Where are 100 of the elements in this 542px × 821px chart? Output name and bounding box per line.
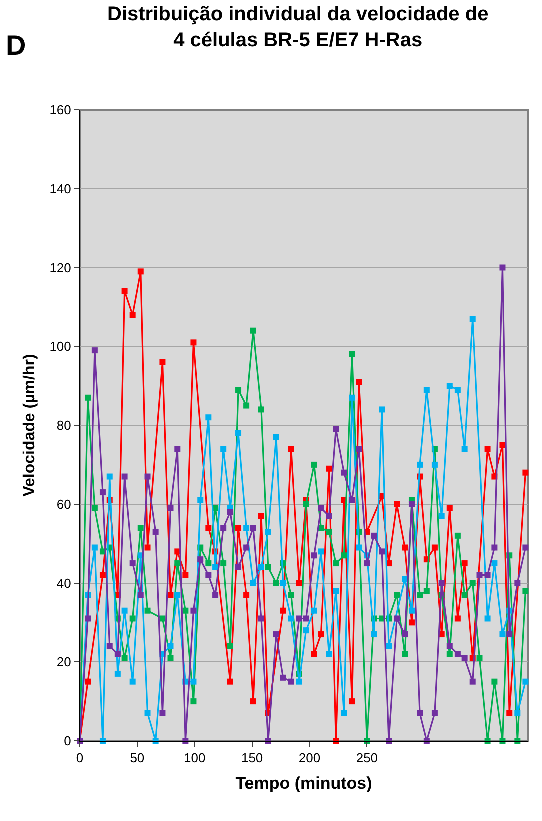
point <box>244 402 250 409</box>
point <box>244 525 250 532</box>
x-tick-label: 200 <box>298 750 321 766</box>
point <box>130 616 136 622</box>
point <box>379 548 386 555</box>
point <box>333 588 340 594</box>
point <box>280 608 286 614</box>
point <box>514 710 521 716</box>
point <box>462 592 468 598</box>
point <box>130 678 136 685</box>
point <box>168 505 174 512</box>
point <box>160 359 166 366</box>
point <box>303 501 310 508</box>
point <box>408 608 415 614</box>
point <box>220 525 227 532</box>
point <box>122 655 128 662</box>
point <box>446 505 453 512</box>
point <box>454 616 461 622</box>
point <box>371 632 378 638</box>
point <box>144 710 151 716</box>
y-tick-label: 0 <box>64 734 72 749</box>
point <box>190 340 197 346</box>
point <box>258 564 264 570</box>
point <box>424 387 430 394</box>
point <box>303 628 310 634</box>
x-tick-label: 250 <box>356 750 378 766</box>
point <box>364 560 370 567</box>
point <box>190 698 197 705</box>
point <box>273 632 280 638</box>
point <box>470 580 476 586</box>
y-tick-label: 140 <box>50 181 72 196</box>
point <box>417 710 424 716</box>
y-tick-label: 160 <box>50 102 72 118</box>
point <box>206 560 212 567</box>
point <box>144 474 151 480</box>
point <box>326 528 332 535</box>
point <box>408 620 415 626</box>
point <box>130 312 136 318</box>
point <box>130 560 136 567</box>
point <box>356 544 362 551</box>
point <box>212 592 219 598</box>
point <box>182 572 189 578</box>
point <box>349 698 356 705</box>
point <box>341 470 348 476</box>
y-axis-title: Velocidade (µm/hr) <box>22 354 39 497</box>
point <box>522 544 529 551</box>
point <box>265 528 272 535</box>
point <box>333 560 340 567</box>
point <box>470 316 476 322</box>
y-tick-label: 100 <box>50 339 72 354</box>
point <box>476 572 483 578</box>
point <box>386 643 392 650</box>
point <box>273 580 280 586</box>
text: D <box>6 30 26 61</box>
point <box>190 678 197 685</box>
point <box>227 509 234 516</box>
point <box>522 678 529 685</box>
point <box>296 580 302 586</box>
point <box>168 592 174 598</box>
x-axis-title: Tempo (minutos) <box>236 774 372 793</box>
point <box>438 580 445 586</box>
point <box>311 462 318 468</box>
point <box>432 710 438 716</box>
point <box>408 501 415 508</box>
point <box>198 497 204 504</box>
point <box>144 608 151 614</box>
point <box>424 588 430 594</box>
point <box>402 632 408 638</box>
point <box>500 632 506 638</box>
point <box>318 505 324 512</box>
x-tick-label: 0 <box>76 750 84 766</box>
y-tick-label: 20 <box>56 654 72 670</box>
point <box>356 446 362 452</box>
point <box>492 678 498 685</box>
point <box>288 616 294 622</box>
point <box>265 564 272 570</box>
point <box>341 552 348 559</box>
y-tick-label: 40 <box>56 576 72 591</box>
point <box>311 608 318 614</box>
point <box>394 501 400 508</box>
point <box>85 678 92 685</box>
point <box>236 564 242 570</box>
point <box>288 678 294 685</box>
point <box>114 651 121 658</box>
chart-title: Distribuição individual da velocidade de 4 células BR-5 E/E7 H-Ras <box>108 4 489 52</box>
point <box>349 497 356 504</box>
point <box>212 564 219 570</box>
point <box>462 560 468 567</box>
point <box>244 592 250 598</box>
point <box>333 426 340 432</box>
point <box>417 462 424 468</box>
point <box>417 592 424 598</box>
point <box>206 572 212 578</box>
point <box>462 655 468 662</box>
point <box>402 651 408 658</box>
point <box>122 288 128 294</box>
point <box>168 643 174 650</box>
point <box>138 268 144 275</box>
point <box>227 643 234 650</box>
point <box>206 525 212 532</box>
